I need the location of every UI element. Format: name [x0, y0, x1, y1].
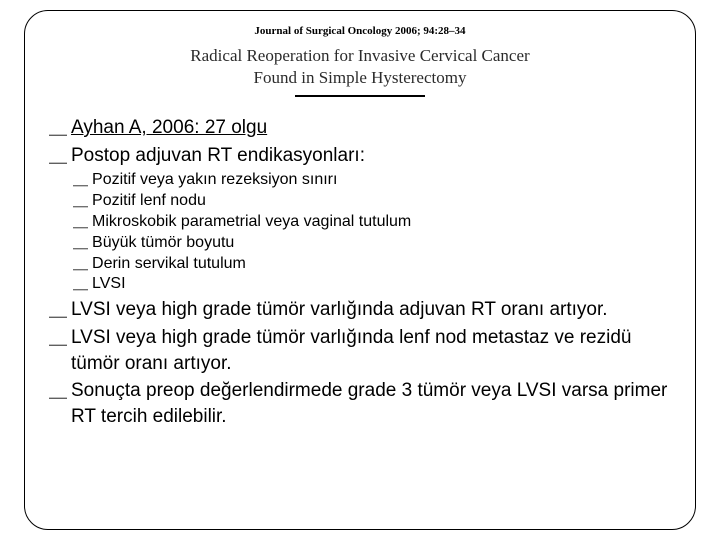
bullet-icon: ⸏	[49, 378, 67, 402]
slide-frame: Journal of Surgical Oncology 2006; 94:28…	[24, 10, 696, 530]
bullet-icon: ⸏	[49, 115, 67, 139]
bullet-icon: ⸏	[73, 254, 88, 273]
sub-item-1: ⸏ Pozitif lenf nodu	[73, 191, 671, 212]
sub-item-4: ⸏ Derin servikal tutulum	[73, 254, 671, 275]
bullet-icon: ⸏	[73, 191, 88, 210]
sub-item-2: ⸏ Mikroskobik parametrial veya vaginal t…	[73, 212, 671, 233]
slide-content: ⸏ Ayhan A, 2006: 27 olgu ⸏ Postop adjuva…	[49, 115, 671, 429]
paper-title-line2: Found in Simple Hysterectomy	[254, 68, 467, 87]
bullet-icon: ⸏	[49, 143, 67, 167]
journal-reference: Journal of Surgical Oncology 2006; 94:28…	[49, 25, 671, 37]
bullet-icon: ⸏	[49, 325, 67, 349]
main-item-4-text: Sonuçta preop değerlendirmede grade 3 tü…	[71, 378, 671, 429]
sub-item-0-text: Pozitif veya yakın rezeksiyon sınırı	[92, 170, 337, 191]
main-item-0-text: Ayhan A, 2006: 27 olgu	[71, 115, 267, 141]
main-item-0: ⸏ Ayhan A, 2006: 27 olgu	[49, 115, 671, 141]
sub-item-4-text: Derin servikal tutulum	[92, 254, 246, 275]
main-item-4: ⸏ Sonuçta preop değerlendirmede grade 3 …	[49, 378, 671, 429]
main-item-2-text: LVSI veya high grade tümör varlığında ad…	[71, 297, 608, 323]
sub-item-1-text: Pozitif lenf nodu	[92, 191, 206, 212]
main-item-1-text: Postop adjuvan RT endikasyonları:	[71, 143, 365, 169]
bullet-icon: ⸏	[73, 212, 88, 231]
sub-item-2-text: Mikroskobik parametrial veya vaginal tut…	[92, 212, 411, 233]
title-underline	[295, 95, 425, 97]
bullet-icon: ⸏	[73, 170, 88, 189]
bullet-icon: ⸏	[49, 297, 67, 321]
sub-item-3-text: Büyük tümör boyutu	[92, 233, 234, 254]
main-item-3: ⸏ LVSI veya high grade tümör varlığında …	[49, 325, 671, 376]
bullet-icon: ⸏	[73, 233, 88, 252]
paper-title: Radical Reoperation for Invasive Cervica…	[49, 45, 671, 89]
paper-title-line1: Radical Reoperation for Invasive Cervica…	[190, 46, 529, 65]
bullet-icon: ⸏	[73, 274, 88, 293]
sub-item-3: ⸏ Büyük tümör boyutu	[73, 233, 671, 254]
sub-item-5: ⸏ LVSI	[73, 274, 671, 295]
main-item-1: ⸏ Postop adjuvan RT endikasyonları:	[49, 143, 671, 169]
sub-item-0: ⸏ Pozitif veya yakın rezeksiyon sınırı	[73, 170, 671, 191]
main-item-3-text: LVSI veya high grade tümör varlığında le…	[71, 325, 671, 376]
sub-item-5-text: LVSI	[92, 274, 126, 295]
main-item-2: ⸏ LVSI veya high grade tümör varlığında …	[49, 297, 671, 323]
